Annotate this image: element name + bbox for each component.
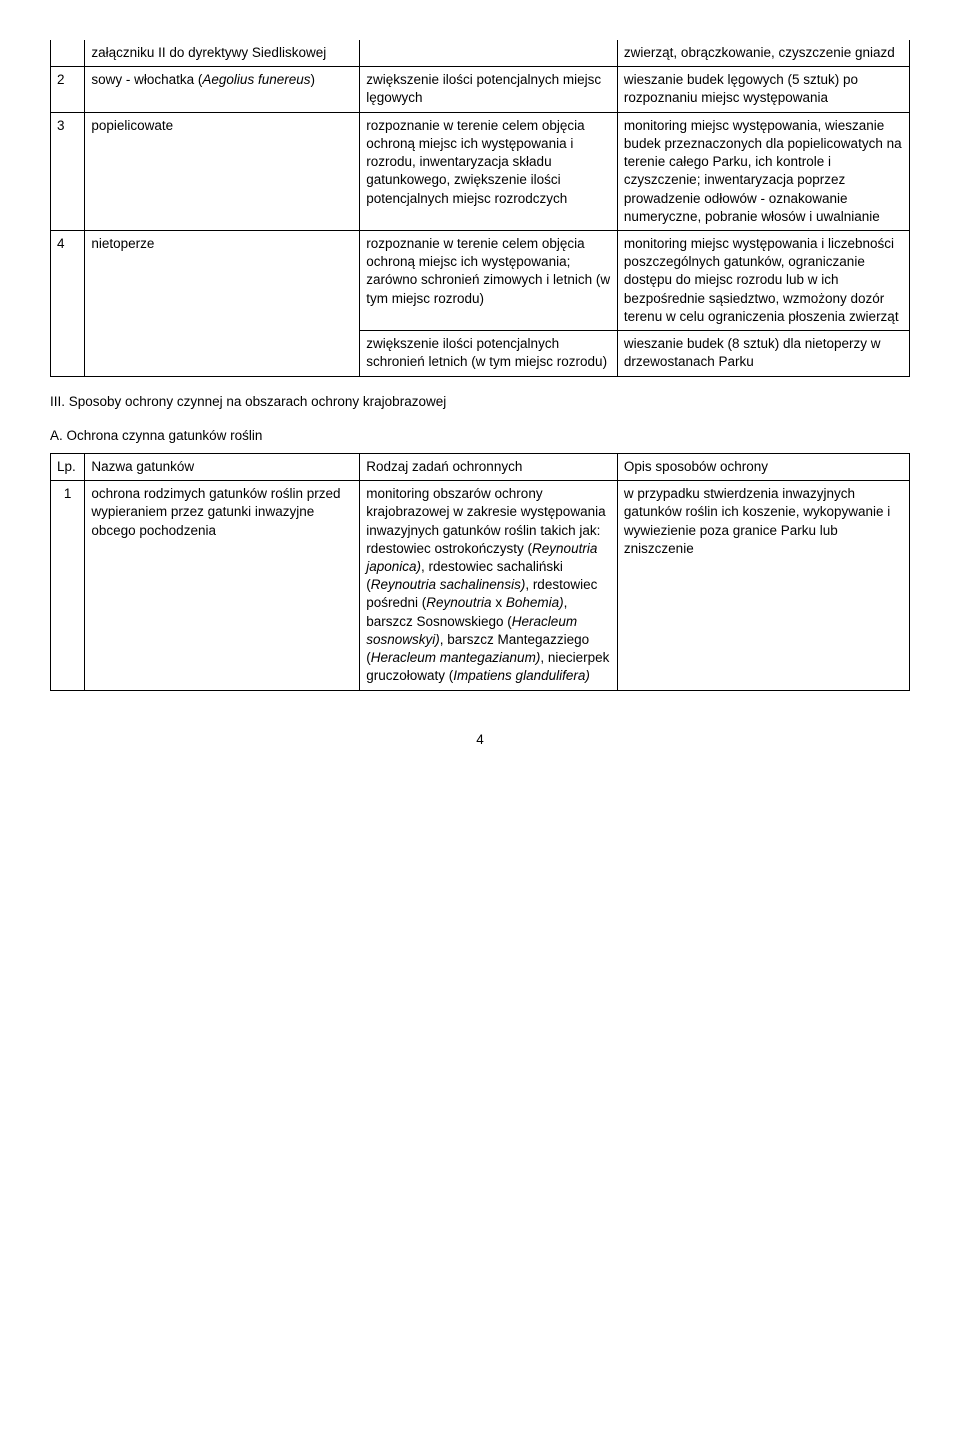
species-italic: Heracleum mantegazianum) [371, 650, 541, 665]
table-row: 1 ochrona rodzimych gatunków roślin prze… [51, 481, 910, 690]
species-italic: Reynoutria [426, 595, 491, 610]
cell-a: nietoperze [85, 230, 360, 376]
cell-num: 2 [51, 67, 85, 112]
section-heading: III. Sposoby ochrony czynnej na obszarac… [50, 393, 910, 411]
species-italic: Bohemia) [506, 595, 564, 610]
species-italic: Aegolius funereus [202, 72, 310, 87]
cell-a: popielicowate [85, 112, 360, 230]
cell-num: 4 [51, 230, 85, 376]
species-table: załączniku II do dyrektywy Siedliskowej … [50, 40, 910, 377]
cell-c: zwierząt, obrączkowanie, czyszczenie gni… [617, 40, 909, 67]
cell-c: monitoring miejsc występowania i liczebn… [617, 230, 909, 330]
page-number: 4 [50, 731, 910, 749]
cell-b: zwiększenie ilości potencjalnych schroni… [360, 331, 618, 376]
text: ) [310, 72, 315, 87]
sub-heading: A. Ochrona czynna gatunków roślin [50, 427, 910, 445]
species-italic: Impatiens glandulifera) [453, 668, 590, 683]
header-b: Rodzaj zadań ochronnych [360, 453, 618, 480]
cell-b [360, 40, 618, 67]
cell-b: rozpoznanie w terenie celem objęcia ochr… [360, 230, 618, 330]
cell-num: 1 [51, 481, 85, 690]
text: sowy - włochatka ( [91, 72, 202, 87]
table-row: załączniku II do dyrektywy Siedliskowej … [51, 40, 910, 67]
species-italic: Reynoutria sachalinensis) [371, 577, 526, 592]
table-row: 4 nietoperze rozpoznanie w terenie celem… [51, 230, 910, 330]
cell-c: monitoring miejsc występowania, wieszani… [617, 112, 909, 230]
cell-b: zwiększenie ilości potencjalnych miejsc … [360, 67, 618, 112]
cell-a: ochrona rodzimych gatunków roślin przed … [85, 481, 360, 690]
header-c: Opis sposobów ochrony [617, 453, 909, 480]
text: x [492, 595, 506, 610]
cell-num: 3 [51, 112, 85, 230]
cell-c: wieszanie budek (8 sztuk) dla nietoperzy… [617, 331, 909, 376]
plants-table: Lp. Nazwa gatunków Rodzaj zadań ochronny… [50, 453, 910, 691]
cell-a: załączniku II do dyrektywy Siedliskowej [85, 40, 360, 67]
table-row: 3 popielicowate rozpoznanie w terenie ce… [51, 112, 910, 230]
table-header-row: Lp. Nazwa gatunków Rodzaj zadań ochronny… [51, 453, 910, 480]
cell-c: w przypadku stwierdzenia inwazyjnych gat… [617, 481, 909, 690]
cell-a: sowy - włochatka (Aegolius funereus) [85, 67, 360, 112]
table-row: 2 sowy - włochatka (Aegolius funereus) z… [51, 67, 910, 112]
header-num: Lp. [51, 453, 85, 480]
cell-num [51, 40, 85, 67]
header-a: Nazwa gatunków [85, 453, 360, 480]
cell-b: rozpoznanie w terenie celem objęcia ochr… [360, 112, 618, 230]
cell-b: monitoring obszarów ochrony krajobrazowe… [360, 481, 618, 690]
cell-c: wieszanie budek lęgowych (5 sztuk) po ro… [617, 67, 909, 112]
